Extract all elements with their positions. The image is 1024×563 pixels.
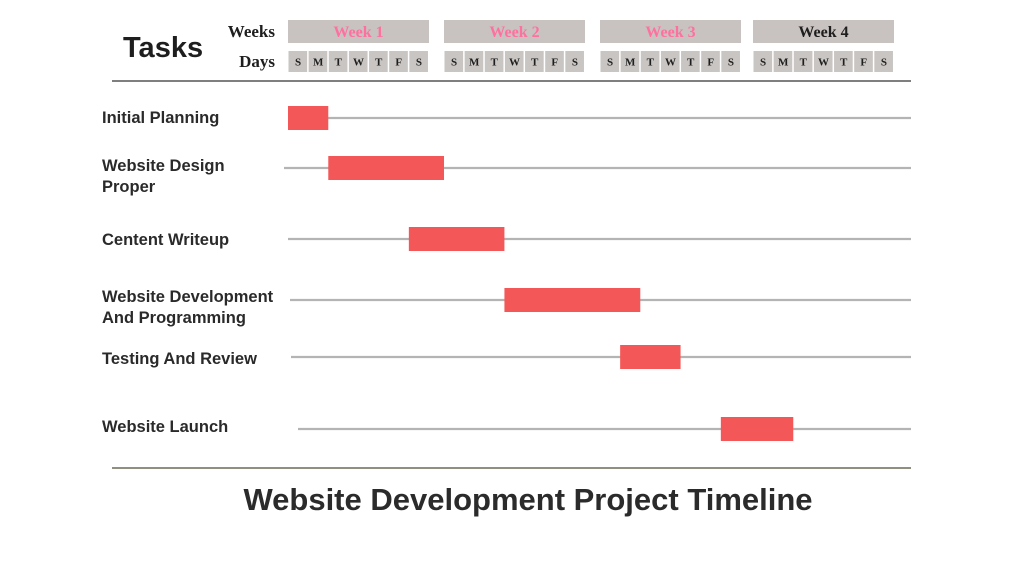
task-bar (504, 288, 641, 312)
day-cell (834, 51, 853, 72)
day-cell (444, 51, 464, 72)
task-label: Initial Planning (102, 109, 219, 127)
day-label: T (491, 57, 499, 69)
task-row: Testing And Review (102, 345, 911, 369)
day-cell (504, 51, 524, 72)
day-label: T (687, 57, 695, 69)
day-label: S (416, 57, 422, 69)
day-cell (874, 51, 893, 72)
day-label: S (451, 57, 457, 69)
day-label: T (531, 57, 539, 69)
day-label: S (607, 57, 613, 69)
day-label: S (728, 57, 734, 69)
chart-title: Website Development Project Timeline (243, 482, 812, 517)
day-label: M (313, 57, 324, 69)
day-cell (681, 51, 700, 72)
task-row: Website Launch (102, 417, 911, 441)
day-label: S (881, 57, 887, 69)
day-label: W (353, 57, 364, 69)
day-cell (464, 51, 484, 72)
day-label: T (840, 57, 848, 69)
day-cell (640, 51, 660, 72)
day-cell (484, 51, 504, 72)
week-3-header-box (600, 20, 741, 43)
week-1-header-box (288, 20, 429, 43)
day-cell (369, 51, 388, 72)
day-cell (854, 51, 873, 72)
day-label: F (551, 57, 558, 69)
day-label: M (778, 57, 789, 69)
task-label: Testing And Review (102, 350, 257, 368)
day-label: W (665, 57, 676, 69)
task-row: Website Design Proper (102, 156, 911, 196)
day-label: W (818, 57, 829, 69)
day-label: F (707, 57, 714, 69)
day-label: T (800, 57, 808, 69)
day-label: T (647, 57, 655, 69)
day-cell (525, 51, 544, 72)
task-bar (328, 156, 444, 180)
task-label: Proper (102, 178, 156, 196)
task-label: Website Design (102, 157, 225, 175)
task-rows: Initial Planning Website Design Proper Cent… (102, 106, 911, 441)
day-cell (813, 51, 833, 72)
day-cell (308, 51, 328, 72)
week-2-header-box (444, 20, 585, 43)
day-cell (701, 51, 720, 72)
day-cell (409, 51, 428, 72)
day-cell (348, 51, 368, 72)
task-row: Website Development And Programming (102, 288, 911, 327)
day-label: S (572, 57, 578, 69)
week-1-label: Week 1 (333, 24, 383, 41)
day-label: M (625, 57, 636, 69)
day-label: T (375, 57, 383, 69)
week-headers: Week 1 Week 2 Week 3 Week 4 (288, 20, 894, 43)
tasks-header: Tasks (123, 32, 203, 64)
task-label: Centent Writeup (102, 231, 229, 249)
day-label: F (860, 57, 867, 69)
task-bar (720, 417, 794, 441)
day-label: F (395, 57, 402, 69)
day-label: W (509, 57, 520, 69)
day-cell (721, 51, 740, 72)
task-bar (620, 345, 681, 369)
day-cell (288, 51, 308, 72)
day-label: S (295, 57, 301, 69)
day-label: S (760, 57, 766, 69)
task-label: And Programming (102, 309, 246, 327)
task-bar (408, 227, 505, 251)
day-cell (660, 51, 680, 72)
task-row: Initial Planning (102, 106, 911, 130)
days-row-label: Days (239, 52, 275, 71)
week-3-label: Week 3 (645, 24, 695, 41)
task-row: Centent Writeup (102, 227, 911, 251)
week-4-label: Week 4 (798, 24, 848, 41)
day-cell (545, 51, 564, 72)
week-2-label: Week 2 (489, 24, 539, 41)
day-cell (620, 51, 640, 72)
day-label: M (469, 57, 480, 69)
day-label: T (335, 57, 343, 69)
day-cell (793, 51, 813, 72)
day-cell (328, 51, 348, 72)
task-bar (288, 106, 329, 130)
day-cell (600, 51, 620, 72)
day-cell (773, 51, 793, 72)
day-cell (565, 51, 584, 72)
weeks-row-label: Weeks (228, 22, 276, 41)
day-cell (389, 51, 408, 72)
task-label: Website Launch (102, 418, 228, 436)
task-label: Website Development (102, 288, 274, 306)
week-4-header-box (753, 20, 894, 43)
day-cell (753, 51, 773, 72)
